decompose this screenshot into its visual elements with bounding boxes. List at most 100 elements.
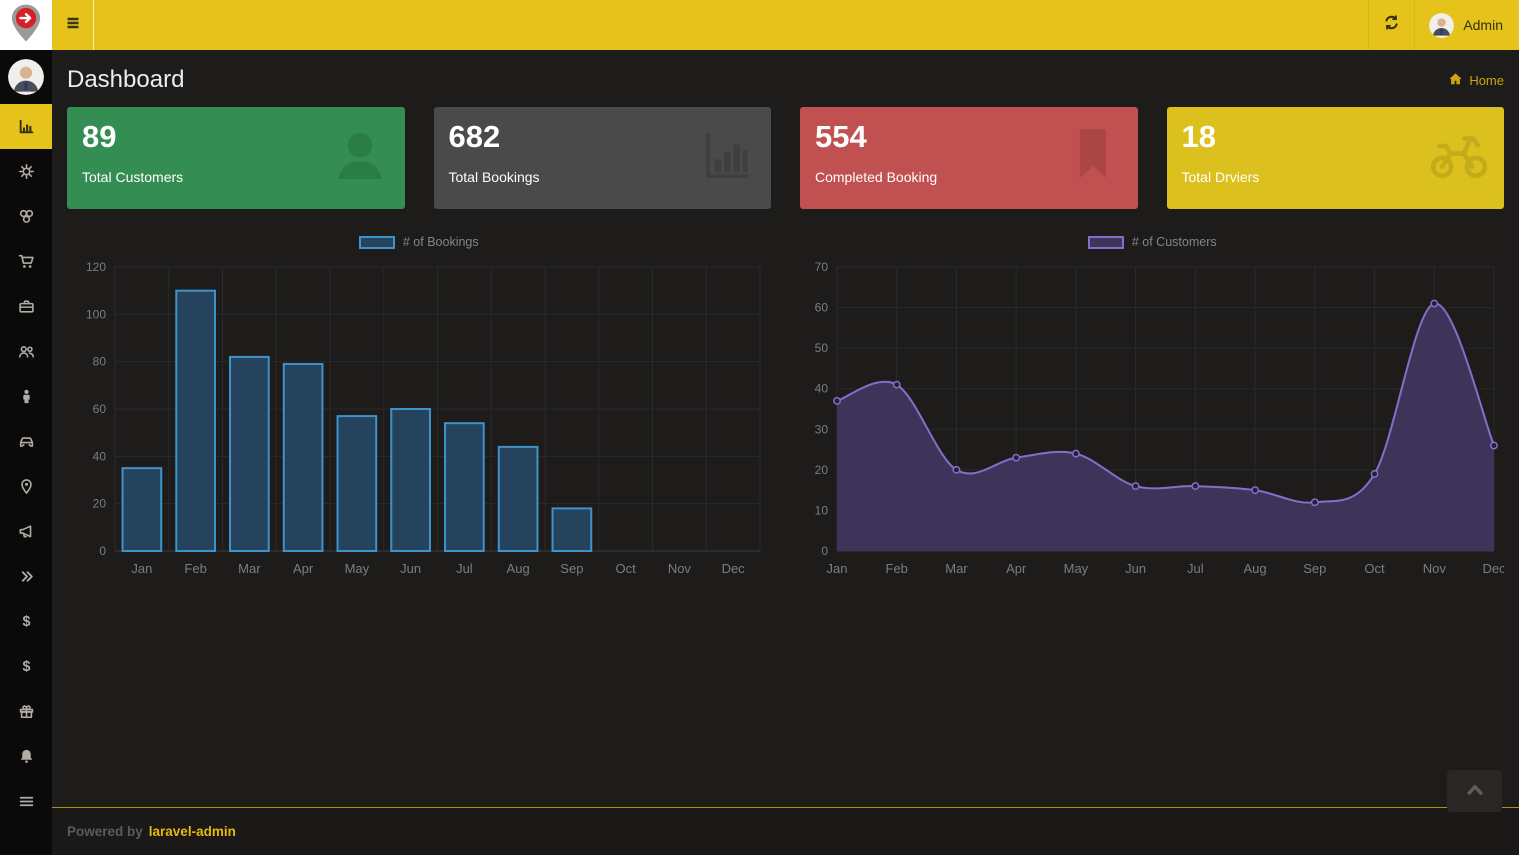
svg-text:60: 60 — [93, 402, 107, 416]
svg-text:Feb: Feb — [184, 561, 206, 576]
sidebar-item-map-pin-8[interactable] — [0, 464, 52, 509]
svg-text:80: 80 — [93, 355, 107, 369]
bar-chart-icon — [18, 118, 35, 135]
svg-text:0: 0 — [99, 544, 106, 558]
bookings-bar-chart: 0 20 40 60 80 100 120 Jan Feb Mar Apr May Jun Jul Aug S… — [86, 260, 761, 576]
sidebar-menu: $ $ — [0, 104, 52, 824]
svg-text:Sep: Sep — [560, 561, 583, 576]
svg-text:May: May — [1063, 561, 1088, 576]
bookmark-icon — [1062, 126, 1124, 191]
svg-text:Aug: Aug — [1243, 561, 1266, 576]
sidebar-item-circles-2[interactable] — [0, 194, 52, 239]
admin-label: Admin — [1463, 17, 1503, 33]
legend-label: # of Customers — [1131, 235, 1217, 249]
card-completed-booking: 554 Completed Booking — [800, 107, 1138, 209]
svg-text:40: 40 — [93, 449, 107, 463]
sidebar-item-dollar-11[interactable]: $ — [0, 599, 52, 644]
svg-text:$: $ — [22, 659, 30, 675]
hamburger-icon — [64, 15, 82, 36]
svg-text:Oct: Oct — [616, 561, 637, 576]
svg-text:Mar: Mar — [238, 561, 261, 576]
card-value: 18 — [1181, 119, 1216, 154]
svg-text:Apr: Apr — [1006, 561, 1027, 576]
sidebar-user-avatar[interactable] — [0, 50, 52, 104]
map-pin-icon — [18, 478, 35, 495]
card-total-customers: 89 Total Customers — [67, 107, 405, 209]
customers-legend: # of Customers — [801, 233, 1505, 251]
svg-text:Apr: Apr — [293, 561, 314, 576]
circles-icon — [18, 208, 35, 225]
svg-text:$: $ — [22, 614, 30, 630]
svg-text:Aug: Aug — [507, 561, 530, 576]
svg-text:Dec: Dec — [722, 561, 746, 576]
sidebar-item-bell-14[interactable] — [0, 734, 52, 779]
card-label: Total Bookings — [448, 169, 540, 186]
svg-text:100: 100 — [86, 307, 106, 321]
topbar: Admin — [52, 0, 1519, 50]
laravel-admin-link[interactable]: laravel-admin — [148, 824, 236, 839]
sidebar-toggle-button[interactable] — [52, 0, 94, 50]
sidebar-item-shopping-cart-3[interactable] — [0, 239, 52, 284]
svg-text:May: May — [345, 561, 370, 576]
svg-text:120: 120 — [86, 260, 106, 274]
footer: Powered by laravel-admin — [52, 807, 1519, 855]
card-label: Total Drviers — [1181, 169, 1260, 186]
refresh-button[interactable] — [1368, 0, 1414, 50]
customers-line-chart: 0 10 20 30 40 50 60 70 Jan Feb Mar Apr May Jun Jul Aug S… — [814, 260, 1505, 576]
legend-swatch — [1087, 235, 1124, 249]
cogs-icon — [18, 163, 35, 180]
svg-text:Nov: Nov — [668, 561, 692, 576]
sidebar-item-car-7[interactable] — [0, 419, 52, 464]
admin-menu[interactable]: Admin — [1414, 0, 1519, 50]
sidebar-item-menu-bars-15[interactable] — [0, 779, 52, 824]
sidebar-item-briefcase-4[interactable] — [0, 284, 52, 329]
svg-text:Sep: Sep — [1303, 561, 1326, 576]
breadcrumb-home[interactable]: Home — [1448, 72, 1504, 89]
chevron-up-icon — [1465, 782, 1485, 801]
card-value: 682 — [448, 119, 501, 154]
sidebar-item-cogs-1[interactable] — [0, 149, 52, 194]
svg-text:20: 20 — [814, 463, 828, 477]
svg-text:Jul: Jul — [1187, 561, 1204, 576]
topbar-spacer — [94, 0, 1368, 50]
double-angle-right-icon — [18, 568, 35, 585]
svg-text:Nov: Nov — [1422, 561, 1446, 576]
svg-text:Feb: Feb — [885, 561, 907, 576]
charts-row: # of Bookings 0 20 40 60 80 100 120 Jan Feb Mar Ap… — [52, 233, 1519, 590]
admin-avatar — [1429, 12, 1455, 38]
home-icon — [1448, 72, 1463, 89]
svg-text:60: 60 — [814, 301, 828, 315]
sidebar: $ $ — [0, 0, 52, 855]
sidebar-item-double-angle-right-10[interactable] — [0, 554, 52, 599]
menu-bars-icon — [18, 793, 35, 810]
sidebar-item-gift-13[interactable] — [0, 689, 52, 734]
briefcase-icon — [18, 298, 35, 315]
card-total-bookings: 682 Total Bookings — [433, 107, 771, 209]
svg-text:Jun: Jun — [400, 561, 421, 576]
card-label: Total Customers — [82, 169, 184, 186]
dollar-icon: $ — [18, 613, 35, 630]
sidebar-item-bar-chart-0[interactable] — [0, 104, 52, 149]
scroll-to-top-button[interactable] — [1447, 770, 1502, 812]
card-value: 554 — [815, 119, 867, 154]
app-logo[interactable] — [0, 0, 52, 50]
person-icon — [18, 388, 35, 405]
svg-text:50: 50 — [814, 341, 828, 355]
svg-text:Jul: Jul — [456, 561, 473, 576]
avatar — [8, 59, 44, 95]
motorcycle-icon — [1428, 126, 1490, 191]
svg-text:Mar: Mar — [945, 561, 968, 576]
content-header: Dashboard Home — [52, 50, 1519, 107]
main-content: Dashboard Home 89 Total Customers 682 To… — [52, 50, 1519, 812]
svg-text:Oct: Oct — [1364, 561, 1385, 576]
card-label: Completed Booking — [815, 169, 938, 186]
svg-text:30: 30 — [814, 422, 828, 436]
sidebar-item-users-5[interactable] — [0, 329, 52, 374]
sidebar-item-dollar-12[interactable]: $ — [0, 644, 52, 689]
sidebar-item-megaphone-9[interactable] — [0, 509, 52, 554]
dollar-icon: $ — [18, 658, 35, 675]
svg-text:10: 10 — [814, 503, 828, 517]
breadcrumb-label: Home — [1469, 72, 1504, 88]
sidebar-item-person-6[interactable] — [0, 374, 52, 419]
stat-cards-row: 89 Total Customers 682 Total Bookings 55… — [52, 107, 1519, 209]
